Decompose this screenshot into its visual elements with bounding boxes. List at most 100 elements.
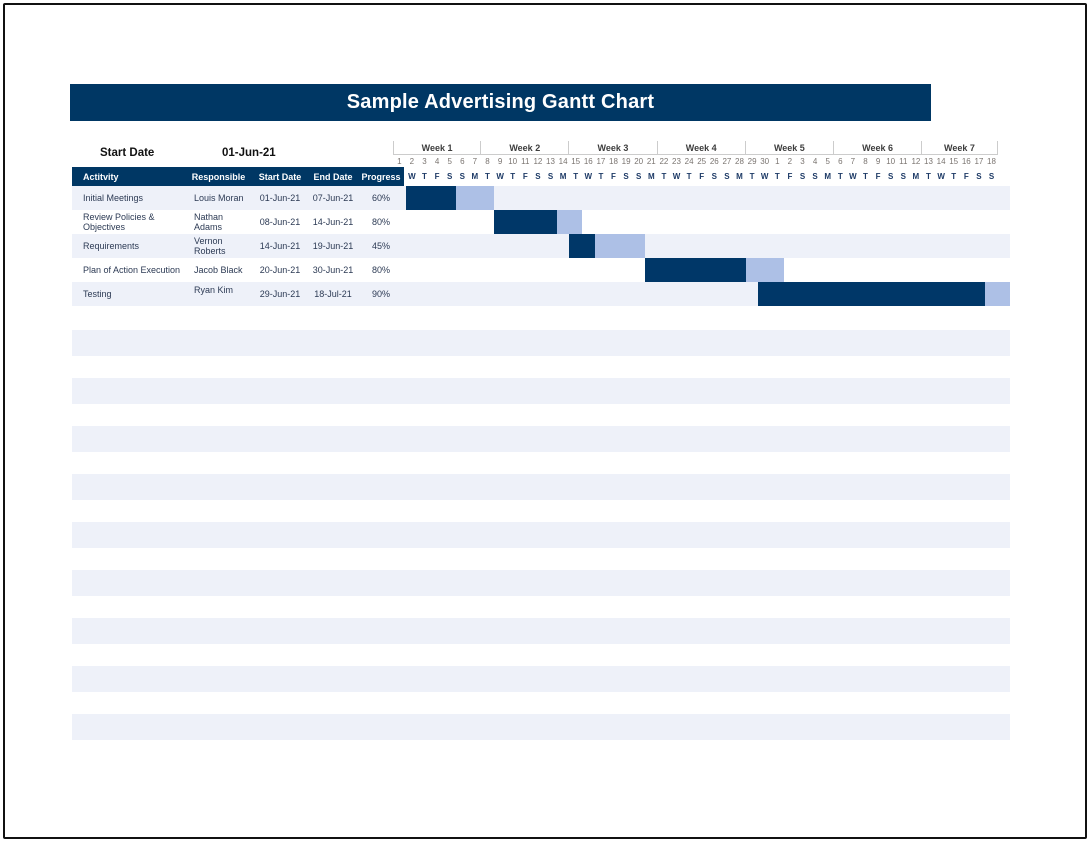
- day-letter: M: [647, 172, 655, 181]
- day-letter: T: [774, 172, 780, 181]
- gantt-bar-remaining: [745, 258, 784, 282]
- day-letter: T: [686, 172, 692, 181]
- day-number: 23: [672, 157, 681, 166]
- start-date-cell[interactable]: 20-Jun-21: [259, 265, 301, 275]
- day-letter: W: [760, 172, 769, 181]
- day-number: 11: [899, 157, 908, 166]
- day-letter: F: [522, 172, 528, 181]
- gantt-bar-remaining: [594, 234, 645, 258]
- day-number: 27: [722, 157, 732, 166]
- day-letter: S: [812, 172, 818, 181]
- day-letter: F: [787, 172, 793, 181]
- day-number: 8: [485, 157, 490, 166]
- start-date-cell[interactable]: 01-Jun-21: [259, 193, 301, 203]
- day-letter: T: [951, 172, 957, 181]
- day-number: 2: [787, 157, 793, 166]
- day-number: 21: [646, 157, 656, 166]
- week-label: Week 7: [922, 141, 998, 155]
- day-number: 26: [709, 157, 719, 166]
- day-number: 12: [911, 157, 921, 166]
- responsible-cell[interactable]: Ryan Kim: [194, 285, 234, 295]
- gantt-bar-complete: [493, 210, 557, 234]
- day-letter: S: [535, 172, 541, 181]
- day-letter: T: [749, 172, 755, 181]
- day-letter: S: [888, 172, 894, 181]
- day-number: 30: [760, 157, 770, 166]
- day-number: 16: [583, 157, 593, 166]
- day-letter: S: [623, 172, 629, 181]
- day-number: 24: [684, 157, 694, 166]
- activity-cell[interactable]: Review Policies & Objectives: [83, 212, 155, 232]
- responsible-cell[interactable]: Jacob Black: [194, 265, 243, 275]
- day-number: 15: [571, 157, 581, 166]
- day-number: 12: [533, 157, 543, 166]
- day-number: 15: [949, 157, 959, 166]
- day-letter: S: [799, 172, 806, 181]
- week-label: Week 5: [745, 141, 834, 155]
- day-number: 28: [735, 157, 744, 166]
- day-number: 13: [546, 157, 555, 166]
- end-date-cell[interactable]: 19-Jun-21: [312, 241, 354, 251]
- day-number: 18: [609, 157, 618, 166]
- week-label: Week 1: [393, 141, 482, 155]
- day-letter: S: [636, 172, 642, 181]
- progress-cell[interactable]: 80%: [371, 265, 390, 275]
- start-date-value[interactable]: 01-Jun-21: [222, 147, 276, 159]
- start-date-cell[interactable]: 14-Jun-21: [259, 241, 301, 251]
- day-letter: W: [408, 172, 416, 181]
- day-letter: W: [584, 172, 593, 181]
- responsible-cell[interactable]: Nathan Adams: [194, 212, 224, 232]
- end-date-cell[interactable]: 30-Jun-21: [312, 265, 354, 275]
- activity-cell[interactable]: Plan of Action Execution: [83, 265, 181, 275]
- day-number: 3: [422, 157, 427, 166]
- end-date-cell[interactable]: 18-Jul-21: [314, 289, 352, 299]
- gantt-bar-complete: [405, 186, 456, 210]
- day-letter: S: [711, 172, 717, 181]
- table-row: Testing Ryan Kim 29-Jun-21 18-Jul-21 90%: [72, 282, 1011, 306]
- week-label: Week 3: [569, 141, 658, 155]
- activity-cell[interactable]: Testing: [83, 289, 112, 299]
- responsible-cell[interactable]: Louis Moran: [194, 193, 244, 203]
- day-letter: T: [573, 172, 579, 181]
- responsible-cell[interactable]: Vernon Roberts: [194, 236, 226, 256]
- gantt-bar-complete: [645, 258, 746, 282]
- activity-cell[interactable]: Initial Meetings: [83, 193, 144, 203]
- day-number: 25: [697, 157, 707, 166]
- start-date-cell[interactable]: 29-Jun-21: [259, 289, 301, 299]
- gantt-bar-remaining: [456, 186, 494, 210]
- progress-cell[interactable]: 45%: [371, 241, 390, 251]
- activity-cell[interactable]: Requirements: [83, 241, 140, 251]
- day-number: 14: [558, 157, 568, 166]
- day-letter: T: [485, 172, 490, 181]
- week-label: Week 6: [834, 141, 923, 155]
- header-end-date: End Date: [313, 171, 353, 182]
- start-date-label: Start Date: [100, 147, 155, 159]
- progress-cell[interactable]: 90%: [371, 289, 390, 299]
- day-number: 4: [434, 157, 440, 166]
- day-letter: T: [422, 172, 427, 181]
- progress-cell[interactable]: 60%: [371, 193, 390, 203]
- day-letter: S: [976, 172, 982, 181]
- day-number: 13: [924, 157, 933, 166]
- progress-cell[interactable]: 80%: [371, 217, 390, 227]
- header-responsible: Responsible: [191, 171, 246, 182]
- day-letter: S: [900, 172, 906, 181]
- day-number: 14: [936, 157, 946, 166]
- day-letter: T: [661, 172, 667, 181]
- day-number: 1: [775, 157, 780, 166]
- end-date-cell[interactable]: 14-Jun-21: [312, 217, 354, 227]
- day-number: 5: [825, 157, 830, 166]
- day-number: 20: [634, 157, 644, 166]
- table-row: Initial Meetings Louis Moran 01-Jun-21 07-J…: [72, 186, 1010, 210]
- day-number: 9: [497, 157, 503, 166]
- day-letter: M: [912, 172, 920, 181]
- day-letter: T: [510, 172, 516, 181]
- table-header-row: Actitvity Responsible Start Date End Dat…: [72, 167, 404, 186]
- day-number: 18: [987, 157, 996, 166]
- end-date-cell[interactable]: 07-Jun-21: [312, 193, 354, 203]
- start-date-cell[interactable]: 08-Jun-21: [259, 217, 301, 227]
- day-number: 6: [460, 157, 465, 166]
- day-letter: S: [447, 172, 453, 181]
- day-letter: F: [611, 172, 616, 181]
